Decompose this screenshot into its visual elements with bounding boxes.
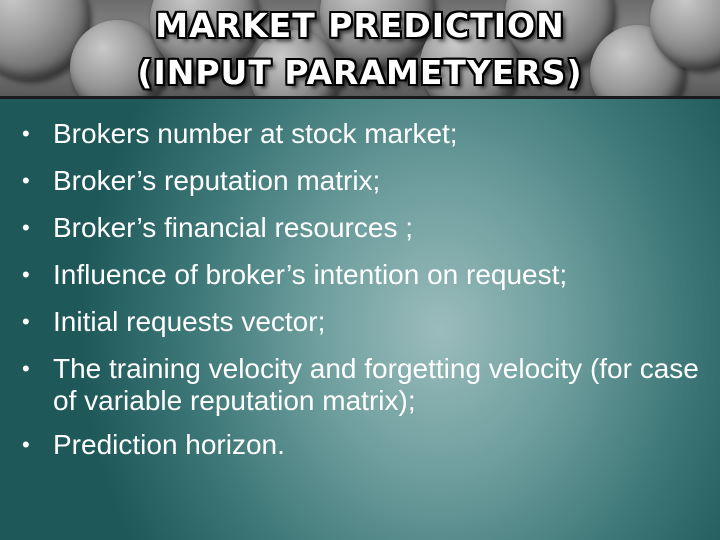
- bullet-text: Broker’s financial resources ;: [53, 212, 414, 243]
- title-line-1: MARKET PREDICTION: [155, 6, 565, 45]
- coin-banner-image: MARKET PREDICTION (INPUT PARAMETYERS): [0, 0, 720, 99]
- bullet-item: • Prediction horizon.: [22, 429, 702, 461]
- bullet-item: • Broker’s reputation matrix;: [22, 165, 702, 197]
- bullet-dot: •: [22, 356, 30, 381]
- bullet-text: Influence of broker’s intention on reque…: [53, 259, 568, 290]
- bullet-text: The training velocity and forgetting vel…: [53, 353, 699, 416]
- bullet-dot: •: [22, 215, 30, 240]
- title-line-2: (INPUT PARAMETYERS): [137, 53, 583, 92]
- slide-title: MARKET PREDICTION (INPUT PARAMETYERS): [0, 2, 720, 96]
- bullet-item: • The training velocity and forgetting v…: [22, 353, 702, 417]
- bullet-list: • Brokers number at stock market; • Brok…: [22, 118, 702, 476]
- bullet-item: • Broker’s financial resources ;: [22, 212, 702, 244]
- bullet-text: Prediction horizon.: [53, 429, 285, 460]
- bullet-item: • Brokers number at stock market;: [22, 118, 702, 150]
- bullet-dot: •: [22, 168, 30, 193]
- coin-image: [420, 15, 520, 96]
- bullet-text: Initial requests vector;: [53, 306, 326, 337]
- bullet-item: • Initial requests vector;: [22, 306, 702, 338]
- coin-image: [70, 20, 165, 96]
- bullet-dot: •: [22, 121, 30, 146]
- bullet-dot: •: [22, 262, 30, 287]
- coin-image: [250, 30, 340, 96]
- bullet-text: Broker’s reputation matrix;: [53, 165, 381, 196]
- bullet-item: • Influence of broker’s intention on req…: [22, 259, 702, 291]
- bullet-dot: •: [22, 309, 30, 334]
- bullet-dot: •: [22, 432, 30, 457]
- bullet-text: Brokers number at stock market;: [53, 118, 458, 149]
